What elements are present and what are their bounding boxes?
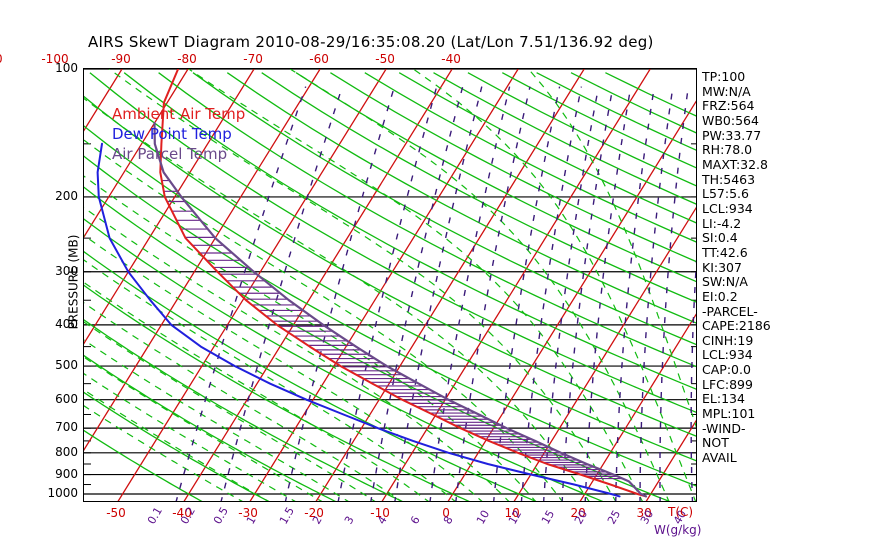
sounding-parameter-row: PW:33.77 <box>702 127 762 143</box>
sounding-parameter-row: FRZ:564 <box>702 98 755 114</box>
pressure-tick-label: 300 <box>55 263 78 278</box>
sounding-parameter-row: CAPE:2186 <box>702 318 771 334</box>
bottom-temp-tick: -40 <box>172 506 192 520</box>
bottom-temp-tick: -20 <box>304 506 324 520</box>
sounding-parameter-row: -WIND- <box>702 420 746 436</box>
sounding-parameter-row: WB0:564 <box>702 112 759 128</box>
skewt-plot-area[interactable]: Ambient Air Temp Dew Point Temp Air Parc… <box>83 68 697 502</box>
pressure-tick-label: 400 <box>55 316 78 331</box>
mixing-ratio-tick: 15 <box>539 507 558 527</box>
sounding-parameter-row: LFC:899 <box>702 376 753 392</box>
mixing-ratio-tick: 6 <box>408 513 423 527</box>
sounding-parameter-row: CAP:0.0 <box>702 362 751 378</box>
mixing-ratio-tick: 0.1 <box>145 504 166 527</box>
pressure-tick-label: 1000 <box>47 485 78 500</box>
pressure-tick-label: 900 <box>55 466 78 481</box>
pressure-tick-label: 100 <box>55 61 78 75</box>
pressure-tick-label: 700 <box>55 420 78 435</box>
bottom-temp-tick: 0 <box>442 506 450 520</box>
pressure-tick-label: 500 <box>55 358 78 373</box>
pressure-tick-label: 800 <box>55 444 78 459</box>
skewt-grid <box>84 69 696 501</box>
legend-ambient-air-temp: Ambient Air Temp <box>112 105 246 123</box>
bottom-temp-tick: -50 <box>106 506 126 520</box>
sounding-parameter-row: LCL:934 <box>702 347 753 363</box>
sounding-parameter-row: EI:0.2 <box>702 288 738 304</box>
sounding-parameters-panel: TP:100 MW:N/A FRZ:564 WB0:564 PW:33.77 RH:78.… <box>702 69 862 466</box>
sounding-parameter-row: NOT <box>702 435 729 451</box>
page-title: AIRS SkewT Diagram 2010-08-29/16:35:08.2… <box>88 33 654 51</box>
mixing-ratio-tick: 25 <box>604 507 624 527</box>
mixing-ratio-tick: 3 <box>342 513 358 527</box>
sounding-parameter-row: TP:100 <box>702 69 746 84</box>
temperature-axis-title: T(C) <box>668 505 694 519</box>
sounding-parameter-row: SI:0.4 <box>702 230 738 246</box>
sounding-parameter-row: MAXT:32.8 <box>702 156 768 172</box>
sounding-parameter-row: L57:5.6 <box>702 186 749 202</box>
top-temp-tick: -80 <box>177 52 197 66</box>
legend-air-parcel-temp: Air Parcel Temp <box>112 145 228 163</box>
bottom-temp-tick: 10 <box>504 506 520 520</box>
sounding-parameter-row: RH:78.0 <box>702 142 753 158</box>
top-temp-tick: -60 <box>309 52 329 66</box>
pressure-tick-label: 600 <box>55 391 78 406</box>
top-temp-tick: -50 <box>375 52 395 66</box>
skewt-curves <box>96 69 648 498</box>
sounding-parameter-row: MPL:101 <box>702 406 756 422</box>
bottom-temp-tick: -10 <box>370 506 390 520</box>
mixing-ratio-tick: 1.5 <box>276 504 297 527</box>
sounding-parameter-row: TH:5463 <box>702 171 756 187</box>
sounding-parameter-row: TT:42.6 <box>702 244 748 260</box>
mixing-ratio-tick: 10 <box>473 507 492 527</box>
sounding-parameter-row: EL:134 <box>702 391 745 407</box>
sounding-parameter-row: AVAIL <box>702 450 737 466</box>
top-temp-tick: -110 <box>0 52 3 66</box>
mixing-ratio-axis-title: W(g/kg) <box>654 523 702 537</box>
mixing-ratio-tick: 0.5 <box>211 504 232 527</box>
top-temp-tick: -90 <box>111 52 131 66</box>
top-temp-tick: -70 <box>243 52 263 66</box>
legend-dew-point-temp: Dew Point Temp <box>112 125 232 143</box>
bottom-temp-tick: 20 <box>570 506 586 520</box>
sounding-parameter-row: MW:N/A <box>702 83 751 99</box>
mixing-ratio-tick: 8 <box>440 513 456 527</box>
top-temp-tick: -100 <box>41 52 69 66</box>
sounding-parameter-row: LI:-4.2 <box>702 215 742 231</box>
sounding-parameter-row: -PARCEL- <box>702 303 758 319</box>
sounding-parameter-row: SW:N/A <box>702 274 748 290</box>
sounding-parameter-row: KI:307 <box>702 259 742 275</box>
bottom-temp-tick: -30 <box>238 506 258 520</box>
top-temp-tick: -40 <box>441 52 461 66</box>
bottom-temp-tick: 30 <box>636 506 652 520</box>
pressure-axis-title: PRESSURE (MB) <box>66 234 81 330</box>
sounding-parameter-row: CINH:19 <box>702 332 754 348</box>
pressure-tick-label: 200 <box>55 188 78 203</box>
sounding-parameter-row: LCL:934 <box>702 200 753 216</box>
